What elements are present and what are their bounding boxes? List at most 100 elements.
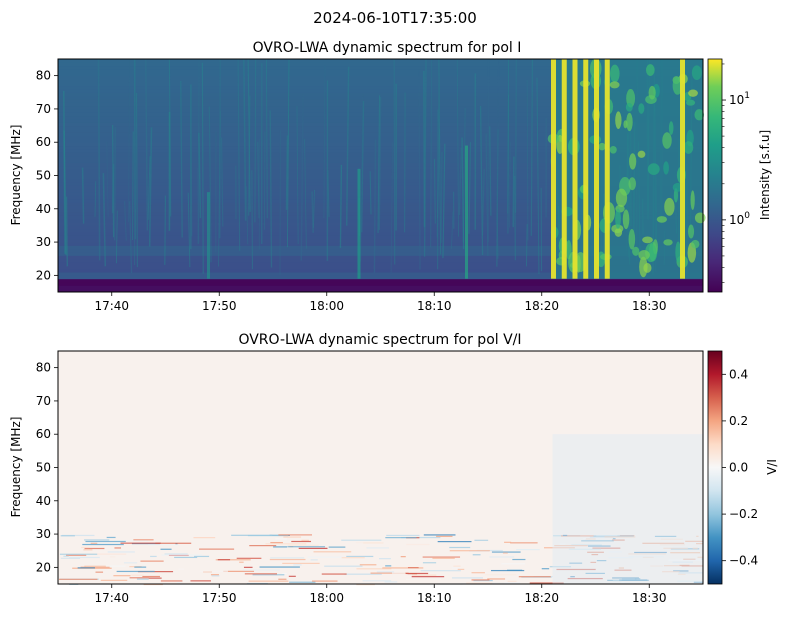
y-tick-label: 40 xyxy=(36,202,51,216)
vi-noise-streak xyxy=(472,572,485,573)
vi-noise-streak xyxy=(385,565,391,566)
vi-noise-streak xyxy=(162,554,203,555)
vi-noise-streak xyxy=(245,573,277,574)
vi-noise-streak xyxy=(412,575,436,576)
x-tick-label: 18:20 xyxy=(524,299,559,313)
spectrum-band xyxy=(58,279,703,283)
burst xyxy=(573,59,578,279)
vi-noise-streak xyxy=(265,543,306,544)
vi-noise-streak xyxy=(137,578,149,579)
colorbar-tick-exp: 0 xyxy=(744,211,750,221)
vi-noise-streak xyxy=(83,549,92,550)
vi-noise-streak xyxy=(471,579,489,580)
spectrum-streak xyxy=(115,127,116,241)
vi-noise-streak xyxy=(408,573,417,574)
x-tick-label: 18:30 xyxy=(632,299,667,313)
vi-noise-streak xyxy=(322,573,347,574)
burst xyxy=(594,59,599,279)
vi-noise-streak xyxy=(134,567,146,568)
vi-noise-streak xyxy=(107,537,116,538)
vi-noise-streak xyxy=(308,557,346,558)
storm-blob xyxy=(663,239,672,245)
storm-blob xyxy=(684,141,694,154)
storm-blob xyxy=(642,237,653,244)
pol-vi-colorbar-axis: −0.4−0.20.00.20.4 xyxy=(722,367,758,567)
storm-blob xyxy=(691,190,695,210)
vi-noise-streak xyxy=(108,551,135,552)
vi-noise-streak xyxy=(360,564,377,565)
vi-noise-streak xyxy=(342,557,365,558)
panel-pol-i: OVRO-LWA dynamic spectrum for pol I 17:4… xyxy=(9,40,772,313)
spectrum-streak xyxy=(340,165,341,248)
spectrum-band xyxy=(58,282,703,286)
figure-suptitle: 2024-06-10T17:35:00 xyxy=(313,9,477,27)
x-tick-label: 17:40 xyxy=(94,299,129,313)
storm-blob xyxy=(669,121,674,135)
vi-noise-streak xyxy=(244,567,253,568)
x-tick-label: 17:40 xyxy=(94,591,129,605)
vi-noise-streak xyxy=(211,574,219,575)
storm-blob xyxy=(657,216,667,223)
vi-noise-streak xyxy=(249,545,276,546)
vi-noise-streak xyxy=(503,552,508,553)
y-tick-label: 20 xyxy=(36,560,51,574)
vi-noise-streak xyxy=(69,557,100,558)
storm-blob xyxy=(649,86,656,100)
vi-noise-streak xyxy=(452,567,460,568)
vi-noise-streak xyxy=(542,568,549,569)
colorbar-tick-label: 100 xyxy=(729,211,750,227)
storm-blob xyxy=(638,103,644,114)
x-tick-label: 18:00 xyxy=(309,591,344,605)
colorbar-tick-exp: 1 xyxy=(744,91,750,101)
storm-blob xyxy=(615,208,621,228)
panel-pol-vi: OVRO-LWA dynamic spectrum for pol V/I 17… xyxy=(9,332,779,605)
vi-noise-streak xyxy=(133,539,153,540)
storm-blob xyxy=(648,163,660,175)
vi-noise-streak xyxy=(491,570,524,571)
y-tick-label: 30 xyxy=(36,235,51,249)
burst xyxy=(465,146,468,279)
vi-noise-streak xyxy=(148,544,179,545)
vi-noise-streak xyxy=(293,564,301,565)
vi-noise-streak xyxy=(270,559,306,560)
vi-noise-streak xyxy=(438,541,472,542)
vi-noise-streak xyxy=(432,558,454,559)
storm-blob xyxy=(623,120,627,128)
vi-noise-streak xyxy=(270,542,283,543)
vi-noise-streak xyxy=(392,572,405,573)
storm-blob xyxy=(688,225,694,239)
vi-noise-streak xyxy=(386,535,419,536)
colorbar-tick-label: −0.4 xyxy=(729,554,758,568)
colorbar-tick-label: 0.4 xyxy=(729,367,748,381)
y-tick-label: 80 xyxy=(36,361,51,375)
vi-noise-streak xyxy=(346,556,373,557)
vi-noise-streak xyxy=(501,563,525,564)
vi-noise-streak xyxy=(313,551,351,552)
pol-i-heatmap xyxy=(58,59,706,293)
pol-vi-colorbar-label: V/I xyxy=(765,459,779,475)
vi-noise-streak xyxy=(63,556,68,557)
burst xyxy=(358,169,361,279)
vi-noise-streak xyxy=(436,536,452,537)
vi-noise-streak xyxy=(449,547,470,548)
burst xyxy=(583,59,588,279)
storm-blob xyxy=(691,240,699,249)
vi-noise-streak xyxy=(311,559,318,560)
vi-noise-streak xyxy=(519,576,551,577)
x-tick-label: 18:30 xyxy=(632,591,667,605)
y-tick-label: 30 xyxy=(36,527,51,541)
storm-blob xyxy=(643,263,651,273)
vi-noise-streak xyxy=(270,557,304,558)
y-tick-label: 70 xyxy=(36,102,51,116)
storm-blob xyxy=(626,103,633,112)
vi-noise-streak xyxy=(289,576,296,577)
vi-noise-streak xyxy=(121,543,161,544)
storm-blob xyxy=(628,177,636,190)
vi-noise-streak xyxy=(453,566,460,567)
vi-noise-streak xyxy=(406,544,429,545)
x-tick-label: 18:10 xyxy=(417,591,452,605)
vi-noise-streak xyxy=(149,578,162,579)
spectrum-streak xyxy=(312,191,313,233)
spectrum-streak xyxy=(252,170,253,269)
vi-noise-streak xyxy=(81,547,89,548)
